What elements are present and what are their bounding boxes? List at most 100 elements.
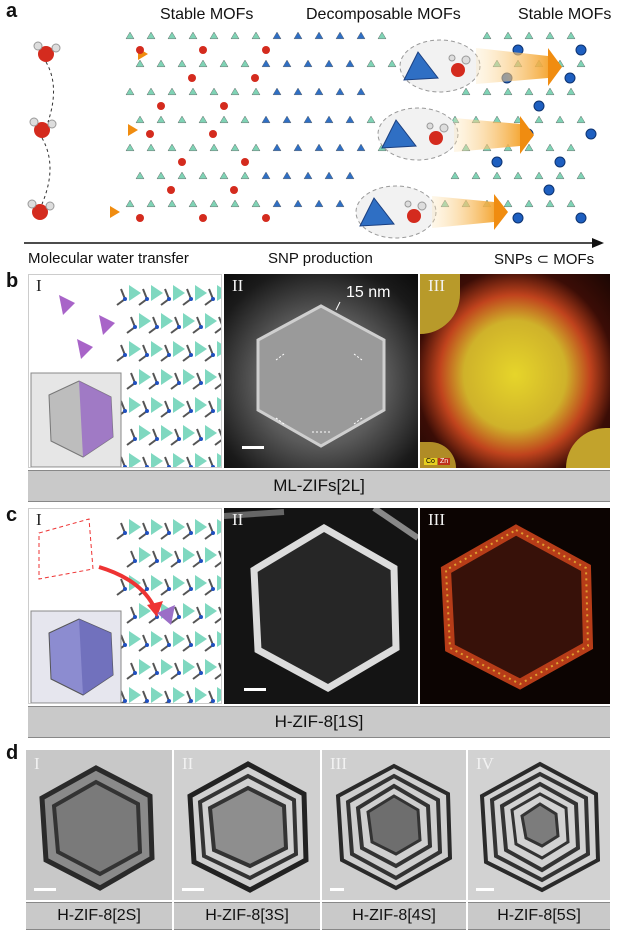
metal-node bbox=[230, 199, 240, 208]
caption-h-zif-8-4s: H-ZIF-8[4S] bbox=[322, 902, 466, 930]
water-in-pore bbox=[230, 186, 238, 194]
nitrogen-atom bbox=[221, 671, 222, 675]
zinc-node bbox=[205, 313, 217, 329]
metal-node bbox=[576, 115, 586, 124]
nitrogen-atom bbox=[123, 643, 127, 647]
zinc-node bbox=[129, 453, 141, 467]
axis-label-water-transfer: Molecular water transfer bbox=[28, 250, 189, 267]
metal-node bbox=[293, 87, 303, 96]
metal-node bbox=[135, 171, 145, 180]
nitrogen-atom bbox=[133, 615, 137, 619]
water-in-pore bbox=[188, 74, 196, 82]
linker bbox=[148, 662, 159, 680]
nitrogen-atom bbox=[155, 381, 159, 385]
metal-node bbox=[293, 199, 303, 208]
nitrogen-atom bbox=[145, 531, 149, 535]
zinc-node bbox=[217, 575, 221, 591]
metal-node bbox=[471, 171, 481, 180]
nitrogen-atom bbox=[211, 643, 215, 647]
linker bbox=[138, 400, 149, 418]
metal-node bbox=[167, 143, 177, 152]
metal-node bbox=[534, 115, 544, 124]
tem-image-d-II bbox=[174, 750, 320, 900]
zinc-node bbox=[173, 575, 185, 591]
linker bbox=[214, 316, 221, 334]
linker bbox=[204, 400, 215, 418]
nanoparticle bbox=[564, 72, 576, 84]
hydrogen-bond-dashes bbox=[41, 61, 54, 205]
linker bbox=[170, 372, 181, 390]
metal-node bbox=[125, 31, 135, 40]
linker bbox=[148, 372, 159, 390]
nitrogen-atom bbox=[145, 409, 149, 413]
nitrogen-atom bbox=[189, 465, 193, 467]
nitrogen-atom bbox=[189, 531, 193, 535]
metal-node bbox=[545, 87, 555, 96]
metal-node bbox=[125, 143, 135, 152]
linker bbox=[182, 522, 193, 540]
water-in-pore bbox=[251, 74, 259, 82]
zinc-node bbox=[129, 631, 141, 647]
zinc-node bbox=[195, 285, 207, 301]
linker bbox=[126, 372, 137, 390]
metal-node bbox=[566, 31, 576, 40]
metal-node bbox=[335, 31, 345, 40]
linker bbox=[214, 662, 221, 680]
linker bbox=[182, 288, 193, 306]
nitrogen-atom bbox=[167, 643, 171, 647]
linker bbox=[208, 456, 215, 467]
metal-node bbox=[272, 87, 282, 96]
tem-image-d-IV bbox=[468, 750, 610, 900]
metal-node bbox=[555, 171, 565, 180]
metal-node bbox=[482, 87, 492, 96]
linker bbox=[204, 288, 215, 306]
mof-schematic bbox=[27, 31, 597, 239]
axis-label-snp-production: SNP production bbox=[268, 250, 373, 267]
nitrogen-atom bbox=[123, 465, 127, 467]
nitrogen-atom bbox=[221, 437, 222, 441]
arrow bbox=[98, 565, 155, 606]
zinc-node bbox=[151, 285, 163, 301]
linker bbox=[204, 344, 215, 362]
zinc-node bbox=[161, 659, 173, 675]
eds-map-b-III bbox=[420, 274, 610, 468]
zinc-node bbox=[195, 575, 207, 591]
metal-node bbox=[293, 31, 303, 40]
zinc-node bbox=[161, 369, 173, 385]
linker bbox=[182, 400, 193, 418]
metal-node bbox=[345, 59, 355, 67]
metal-node bbox=[209, 199, 219, 208]
metal-node bbox=[261, 115, 271, 124]
tem-image-d-III bbox=[322, 750, 466, 900]
metal-node bbox=[345, 115, 355, 124]
nanoparticle bbox=[543, 184, 555, 196]
nanoparticle bbox=[533, 100, 545, 112]
panel-b-II-label: II bbox=[232, 276, 244, 295]
zinc-node bbox=[161, 547, 173, 563]
caption-h-zif-8-2s: H-ZIF-8[2S] bbox=[26, 902, 172, 930]
nanoparticle bbox=[491, 156, 503, 168]
eds-map-c-III bbox=[420, 508, 610, 704]
nitrogen-atom bbox=[199, 559, 203, 563]
decomposition-zone bbox=[399, 39, 562, 93]
linker bbox=[160, 400, 171, 418]
nitrogen-atom bbox=[155, 437, 159, 441]
metal-node bbox=[545, 143, 555, 152]
metal-node bbox=[335, 199, 345, 208]
water-in-pore bbox=[199, 46, 207, 54]
nitrogen-atom bbox=[221, 325, 222, 329]
tem-image-b-II bbox=[224, 274, 418, 468]
header-stable-mofs-left: Stable MOFs bbox=[160, 6, 254, 23]
linker bbox=[160, 288, 171, 306]
metal-node bbox=[251, 199, 261, 208]
metal-node bbox=[167, 31, 177, 40]
metal-node bbox=[366, 115, 376, 124]
linker bbox=[186, 456, 193, 467]
nanoparticle bbox=[575, 212, 587, 224]
linker bbox=[214, 428, 221, 446]
zinc-node bbox=[205, 369, 217, 385]
water-in-pore bbox=[209, 130, 217, 138]
metal-node bbox=[282, 59, 292, 67]
metal-node bbox=[125, 199, 135, 208]
linker bbox=[170, 662, 181, 680]
